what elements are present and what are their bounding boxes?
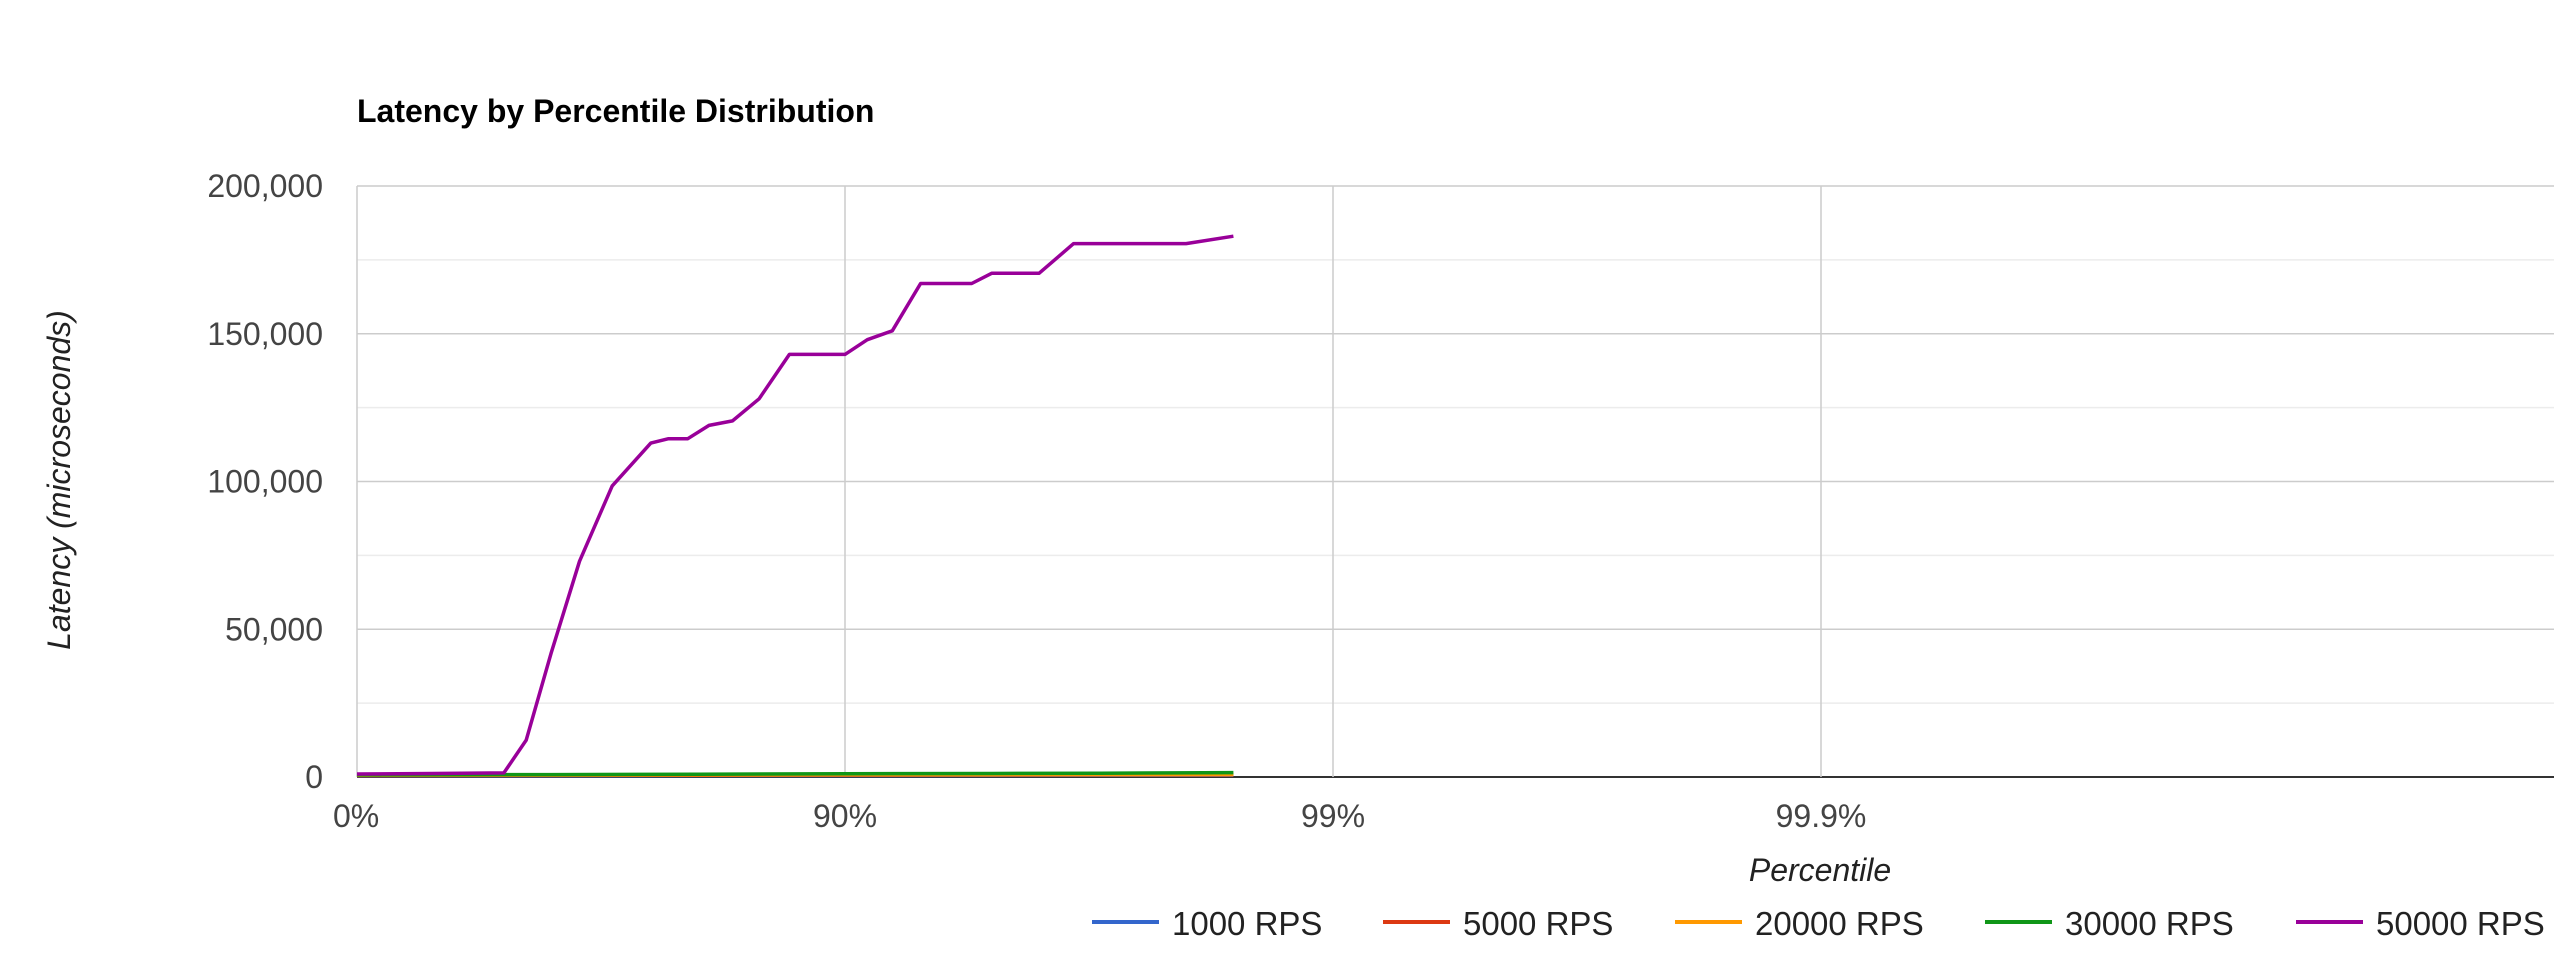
x-tick-label: 0% (333, 798, 379, 834)
legend-label: 20000 RPS (1755, 905, 1924, 942)
x-axis-ticks: 0% 90% 99% 99.9% (333, 798, 1866, 834)
y-axis-ticks: 0 50,000 100,000 150,000 200,000 (207, 168, 323, 795)
y-tick-label: 0 (305, 759, 323, 795)
x-tick-label: 90% (813, 798, 877, 834)
series-lines (356, 234, 1234, 778)
grid-lines (356, 185, 2554, 778)
legend-label: 1000 RPS (1172, 905, 1322, 942)
legend-item[interactable]: 20000 RPS (1675, 905, 1924, 942)
x-axis-title: Percentile (1749, 852, 1891, 888)
chart-title: Latency by Percentile Distribution (357, 93, 874, 129)
legend: 1000 RPS 5000 RPS 20000 RPS 30000 RPS 50000 … (1092, 905, 2545, 942)
legend-item[interactable]: 30000 RPS (1985, 905, 2234, 942)
legend-label: 30000 RPS (2065, 905, 2234, 942)
y-tick-label: 100,000 (207, 464, 323, 500)
series-line-50000-rps (356, 234, 1234, 776)
y-tick-label: 50,000 (225, 611, 323, 647)
y-axis-title: Latency (microseconds) (41, 310, 77, 650)
y-tick-label: 200,000 (207, 168, 323, 204)
legend-label: 50000 RPS (2376, 905, 2545, 942)
legend-label: 5000 RPS (1463, 905, 1613, 942)
legend-item[interactable]: 50000 RPS (2296, 905, 2545, 942)
series-line-30000-rps (356, 770, 1234, 777)
x-tick-label: 99% (1301, 798, 1365, 834)
legend-item[interactable]: 5000 RPS (1383, 905, 1613, 942)
x-tick-label: 99.9% (1776, 798, 1867, 834)
y-tick-label: 150,000 (207, 316, 323, 352)
legend-item[interactable]: 1000 RPS (1092, 905, 1322, 942)
